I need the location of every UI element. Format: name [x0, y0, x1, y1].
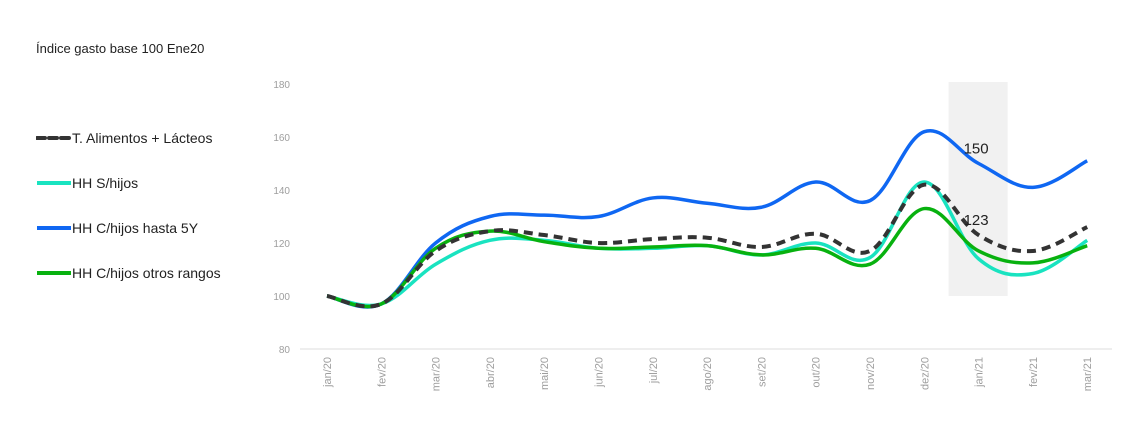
legend-item[interactable]: HH C/hijos otros rangos: [36, 265, 221, 281]
x-tick-label: jul/20: [648, 357, 660, 384]
legend-item[interactable]: T. Alimentos + Lácteos: [36, 130, 212, 146]
legend-label: HH S/hijos: [72, 175, 139, 191]
x-tick-label: mar/20: [431, 357, 443, 391]
x-tick-label: ago/20: [702, 357, 714, 391]
legend-label: HH C/hijos hasta 5Y: [72, 220, 199, 236]
chart-title: Índice gasto base 100 Ene20: [36, 41, 205, 56]
x-tick-label: jan/20: [322, 357, 334, 388]
y-tick-label: 100: [273, 292, 290, 303]
legend-item[interactable]: HH S/hijos: [36, 175, 138, 191]
legend-swatch-icon: [36, 136, 72, 140]
x-tick-label: abr/20: [485, 357, 497, 388]
data-label: 123: [964, 212, 989, 229]
series-line: [326, 206, 1088, 309]
series-line: [326, 182, 1089, 309]
legend-swatch-icon: [37, 181, 71, 185]
x-tick-label: dez/20: [919, 357, 931, 390]
x-tick-label: fev/20: [376, 357, 388, 387]
y-tick-label: 180: [273, 80, 290, 91]
legend-item[interactable]: HH C/hijos hasta 5Y: [36, 220, 198, 236]
x-tick-label: jan/21: [974, 357, 986, 388]
x-tick-label: fev/21: [1028, 357, 1040, 387]
legend-label: T. Alimentos + Lácteos: [72, 130, 213, 146]
y-tick-label: 80: [279, 345, 291, 356]
x-tick-label: out/20: [811, 357, 823, 388]
highlight-band: [948, 82, 1008, 296]
y-tick-label: 140: [273, 186, 290, 197]
data-label: 150: [964, 141, 989, 158]
x-tick-label: nov/20: [865, 357, 877, 390]
x-tick-label: set/20: [756, 357, 768, 387]
y-tick-label: 120: [273, 239, 290, 250]
legend-swatch-icon: [37, 271, 71, 275]
legend-label: HH C/hijos otros rangos: [72, 265, 221, 281]
y-tick-label: 160: [273, 133, 290, 144]
x-tick-label: mai/20: [539, 357, 551, 390]
x-tick-label: jun/20: [594, 357, 606, 388]
x-tick-label: mar/21: [1082, 357, 1094, 391]
legend-swatch-icon: [37, 226, 71, 230]
series-line: [326, 128, 1089, 309]
